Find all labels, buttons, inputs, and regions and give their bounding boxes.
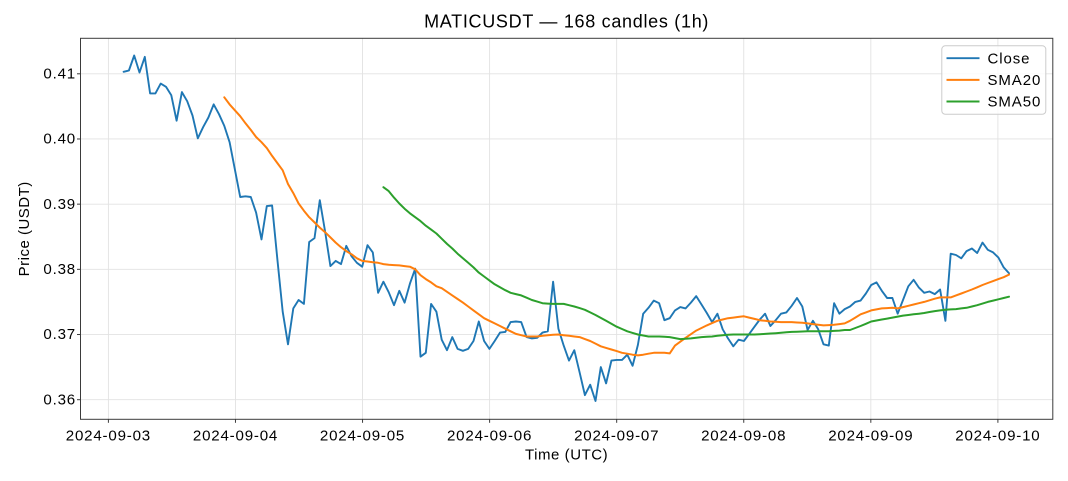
svg-text:0.41: 0.41 — [43, 66, 76, 83]
svg-text:Close: Close — [988, 50, 1031, 67]
svg-text:MATICUSDT — 168 candles (1h): MATICUSDT — 168 candles (1h) — [424, 12, 709, 32]
svg-text:0.39: 0.39 — [43, 196, 76, 213]
svg-text:SMA50: SMA50 — [988, 94, 1042, 111]
svg-text:2024-09-03: 2024-09-03 — [66, 428, 151, 445]
svg-text:2024-09-10: 2024-09-10 — [955, 428, 1040, 445]
svg-text:0.40: 0.40 — [43, 131, 76, 148]
svg-text:SMA20: SMA20 — [988, 72, 1042, 89]
svg-text:0.36: 0.36 — [43, 391, 76, 408]
svg-text:2024-09-05: 2024-09-05 — [320, 428, 405, 445]
svg-text:Time (UTC): Time (UTC) — [525, 447, 608, 464]
svg-text:2024-09-04: 2024-09-04 — [193, 428, 278, 445]
svg-text:2024-09-07: 2024-09-07 — [574, 428, 659, 445]
svg-text:0.37: 0.37 — [43, 326, 76, 343]
svg-text:2024-09-06: 2024-09-06 — [447, 428, 532, 445]
svg-text:Price (USDT): Price (USDT) — [16, 181, 33, 276]
svg-text:2024-09-08: 2024-09-08 — [701, 428, 786, 445]
svg-text:0.38: 0.38 — [43, 261, 76, 278]
svg-text:2024-09-09: 2024-09-09 — [828, 428, 913, 445]
